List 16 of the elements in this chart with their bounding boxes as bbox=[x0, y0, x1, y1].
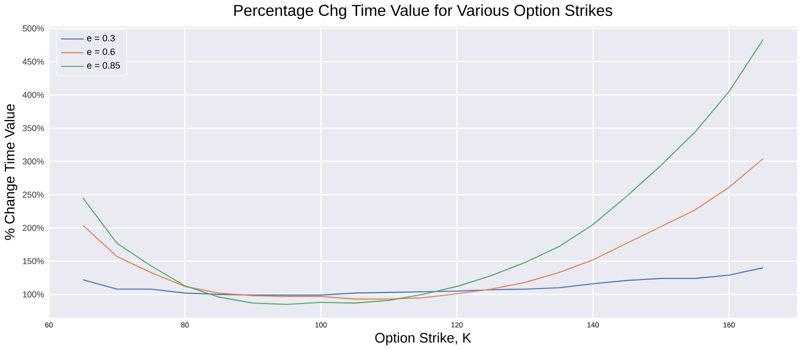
y-axis-title: % Change Time Value bbox=[4, 104, 18, 240]
legend-label: e = 0.85 bbox=[87, 62, 120, 69]
y-tick-label: 400% bbox=[22, 92, 44, 98]
y-tick-label: 350% bbox=[22, 125, 44, 132]
chart-title: Percentage Chg Time Value for Various Option Strikes bbox=[234, 4, 612, 20]
line-series bbox=[82, 158, 764, 300]
y-tick-label: 100% bbox=[23, 291, 44, 298]
y-tick-label: 450% bbox=[22, 58, 44, 65]
y-tick-label: 250% bbox=[22, 192, 44, 198]
y-tick-label: 500% bbox=[22, 25, 44, 32]
y-tick-label: 150% bbox=[23, 258, 44, 264]
x-axis-title: Option Strike, K bbox=[375, 332, 472, 346]
y-tick-label: 300% bbox=[22, 158, 44, 165]
legend-label: e = 0.3 bbox=[87, 34, 115, 42]
y-tick-label: 200% bbox=[22, 224, 44, 232]
legend-label: e = 0.6 bbox=[87, 48, 115, 56]
